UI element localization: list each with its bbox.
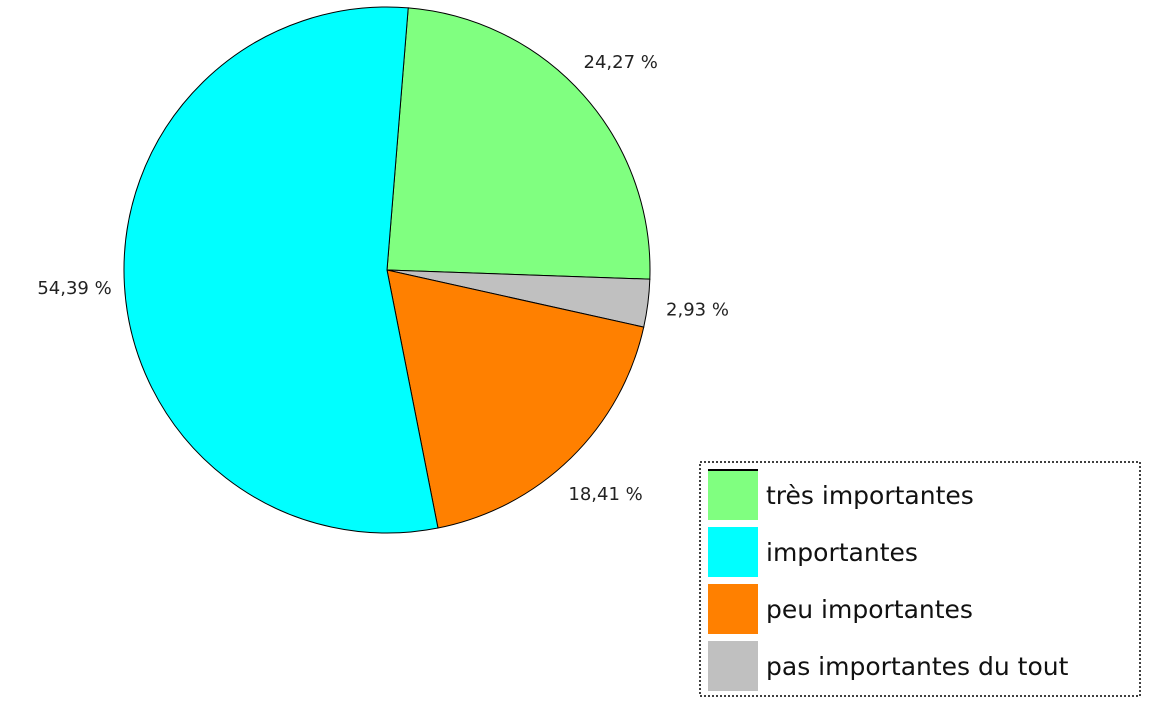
slice-labels: 24,27 % 2,93 % 18,41 % 54,39 % bbox=[37, 52, 729, 505]
pie-slices bbox=[123, 6, 651, 534]
legend-label-pas-importantes-du-tout: pas importantes du tout bbox=[766, 652, 1069, 681]
legend: très importantes importantes peu important… bbox=[699, 461, 1141, 697]
legend-box bbox=[699, 461, 1141, 697]
legend-label-importantes: importantes bbox=[766, 538, 918, 567]
slice-label-pas-importantes-du-tout: 2,93 % bbox=[666, 300, 729, 321]
pie-slice-peu-importantes bbox=[386, 269, 645, 529]
slice-label-peu-importantes: 18,41 % bbox=[568, 484, 642, 505]
legend-label-tres-importantes: très importantes bbox=[766, 481, 974, 510]
legend-swatch-peu-importantes bbox=[708, 584, 758, 634]
legend-swatch-pas-importantes-du-tout bbox=[708, 641, 758, 691]
slice-label-importantes: 54,39 % bbox=[37, 278, 111, 299]
legend-swatch-tres-importantes bbox=[708, 470, 758, 520]
pie-slice-importantes bbox=[123, 6, 439, 534]
legend-label-peu-importantes: peu importantes bbox=[766, 595, 973, 624]
slice-label-tres-importantes: 24,27 % bbox=[584, 52, 658, 73]
pie-slice-tres-importantes bbox=[386, 7, 651, 280]
legend-swatch-importantes bbox=[708, 527, 758, 577]
